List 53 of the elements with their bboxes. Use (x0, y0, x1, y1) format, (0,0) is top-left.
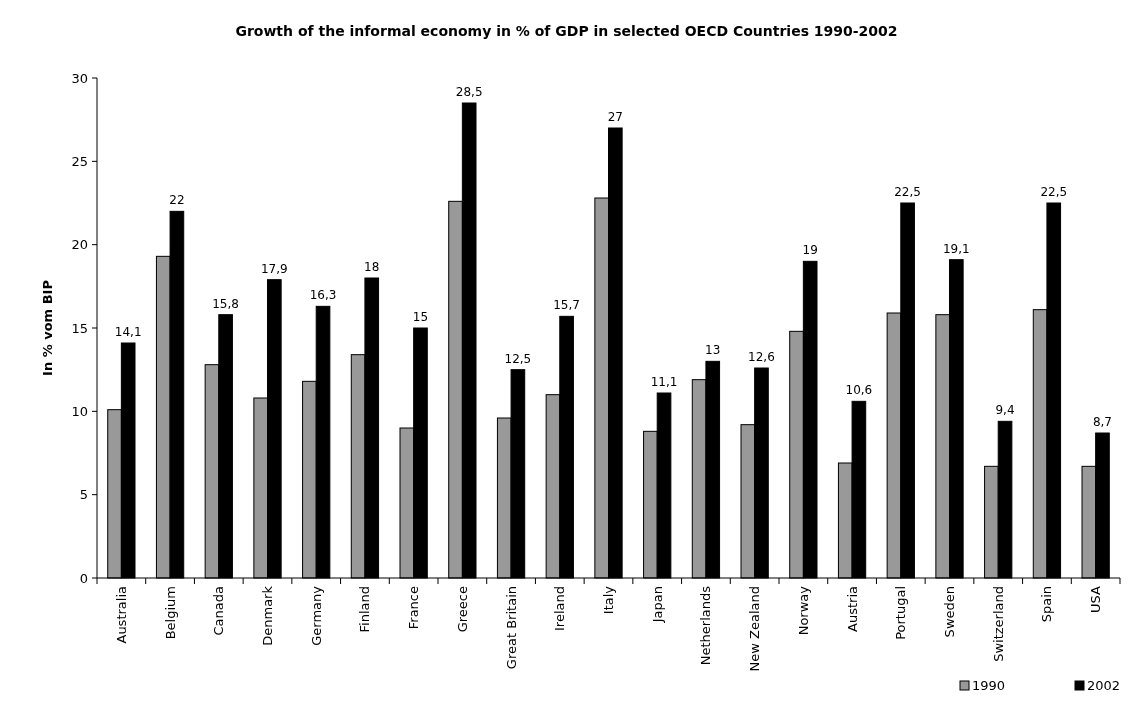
data-label: 22 (169, 193, 185, 208)
data-label: 12,5 (504, 351, 532, 366)
y-tick-label: 30 (71, 70, 88, 86)
x-tick-label: Canada (211, 586, 227, 636)
data-label: 15,7 (553, 298, 580, 313)
x-tick-label: Greece (454, 586, 470, 633)
y-tick-label: 25 (71, 153, 88, 169)
y-axis-title: In % vom BIP (40, 280, 55, 376)
y-tick-label: 5 (79, 487, 88, 503)
x-tick-label: Netherlands (698, 585, 714, 666)
data-label: 17,9 (260, 261, 288, 276)
x-tick-label: Norway (795, 585, 811, 636)
x-tick-label: Spain (1039, 586, 1055, 623)
data-label: 18 (364, 260, 380, 274)
x-tick-label: New Zealand (747, 586, 763, 672)
x-tick-label: Australia (113, 586, 129, 644)
y-tick-label: 0 (79, 570, 88, 586)
data-label: 14,1 (114, 325, 142, 339)
y-tick-label: 15 (71, 320, 88, 336)
data-label: 16,3 (309, 288, 337, 303)
x-tick-label: Austria (844, 586, 860, 632)
data-label: 28,5 (455, 85, 483, 99)
x-tick-label: Belgium (162, 586, 178, 640)
data-label: 11,1 (650, 375, 678, 389)
x-tick-label: Germany (308, 585, 324, 646)
legend-label: 1990 (972, 678, 1006, 693)
data-label: 27 (607, 110, 623, 124)
data-label: 22,5 (894, 185, 921, 199)
data-label: 22,5 (1040, 185, 1068, 199)
x-tick-label: Switzerland (990, 586, 1006, 662)
x-tick-label: Italy (601, 585, 617, 615)
x-tick-label: Portugal (893, 586, 909, 640)
data-label: 9,4 (995, 403, 1015, 418)
legend-label: 2002 (1087, 678, 1121, 693)
data-label: 10,6 (845, 383, 873, 398)
x-tick-label: USA (1088, 585, 1104, 613)
x-tick-label: France (406, 586, 422, 630)
x-tick-label: Sweden (942, 586, 958, 638)
data-label: 12,6 (748, 350, 775, 364)
x-tick-label: Denmark (260, 585, 276, 646)
data-label: 15,8 (212, 296, 239, 311)
data-label: 19,1 (942, 241, 970, 256)
chart-title: Growth of the informal economy in % of GDP in selected OECD Countries 1990-2002 (235, 23, 898, 39)
data-label: 15 (412, 310, 429, 324)
x-tick-label: Ireland (552, 586, 568, 631)
y-tick-label: 10 (71, 403, 88, 419)
data-label: 8,7 (1092, 415, 1113, 429)
data-label: 19 (802, 243, 818, 258)
x-tick-label: Finland (357, 586, 373, 633)
y-tick-label: 20 (71, 237, 88, 253)
x-tick-label: Great Britain (503, 586, 519, 670)
x-tick-label: Japan (649, 586, 665, 624)
data-label: 13 (705, 343, 721, 358)
